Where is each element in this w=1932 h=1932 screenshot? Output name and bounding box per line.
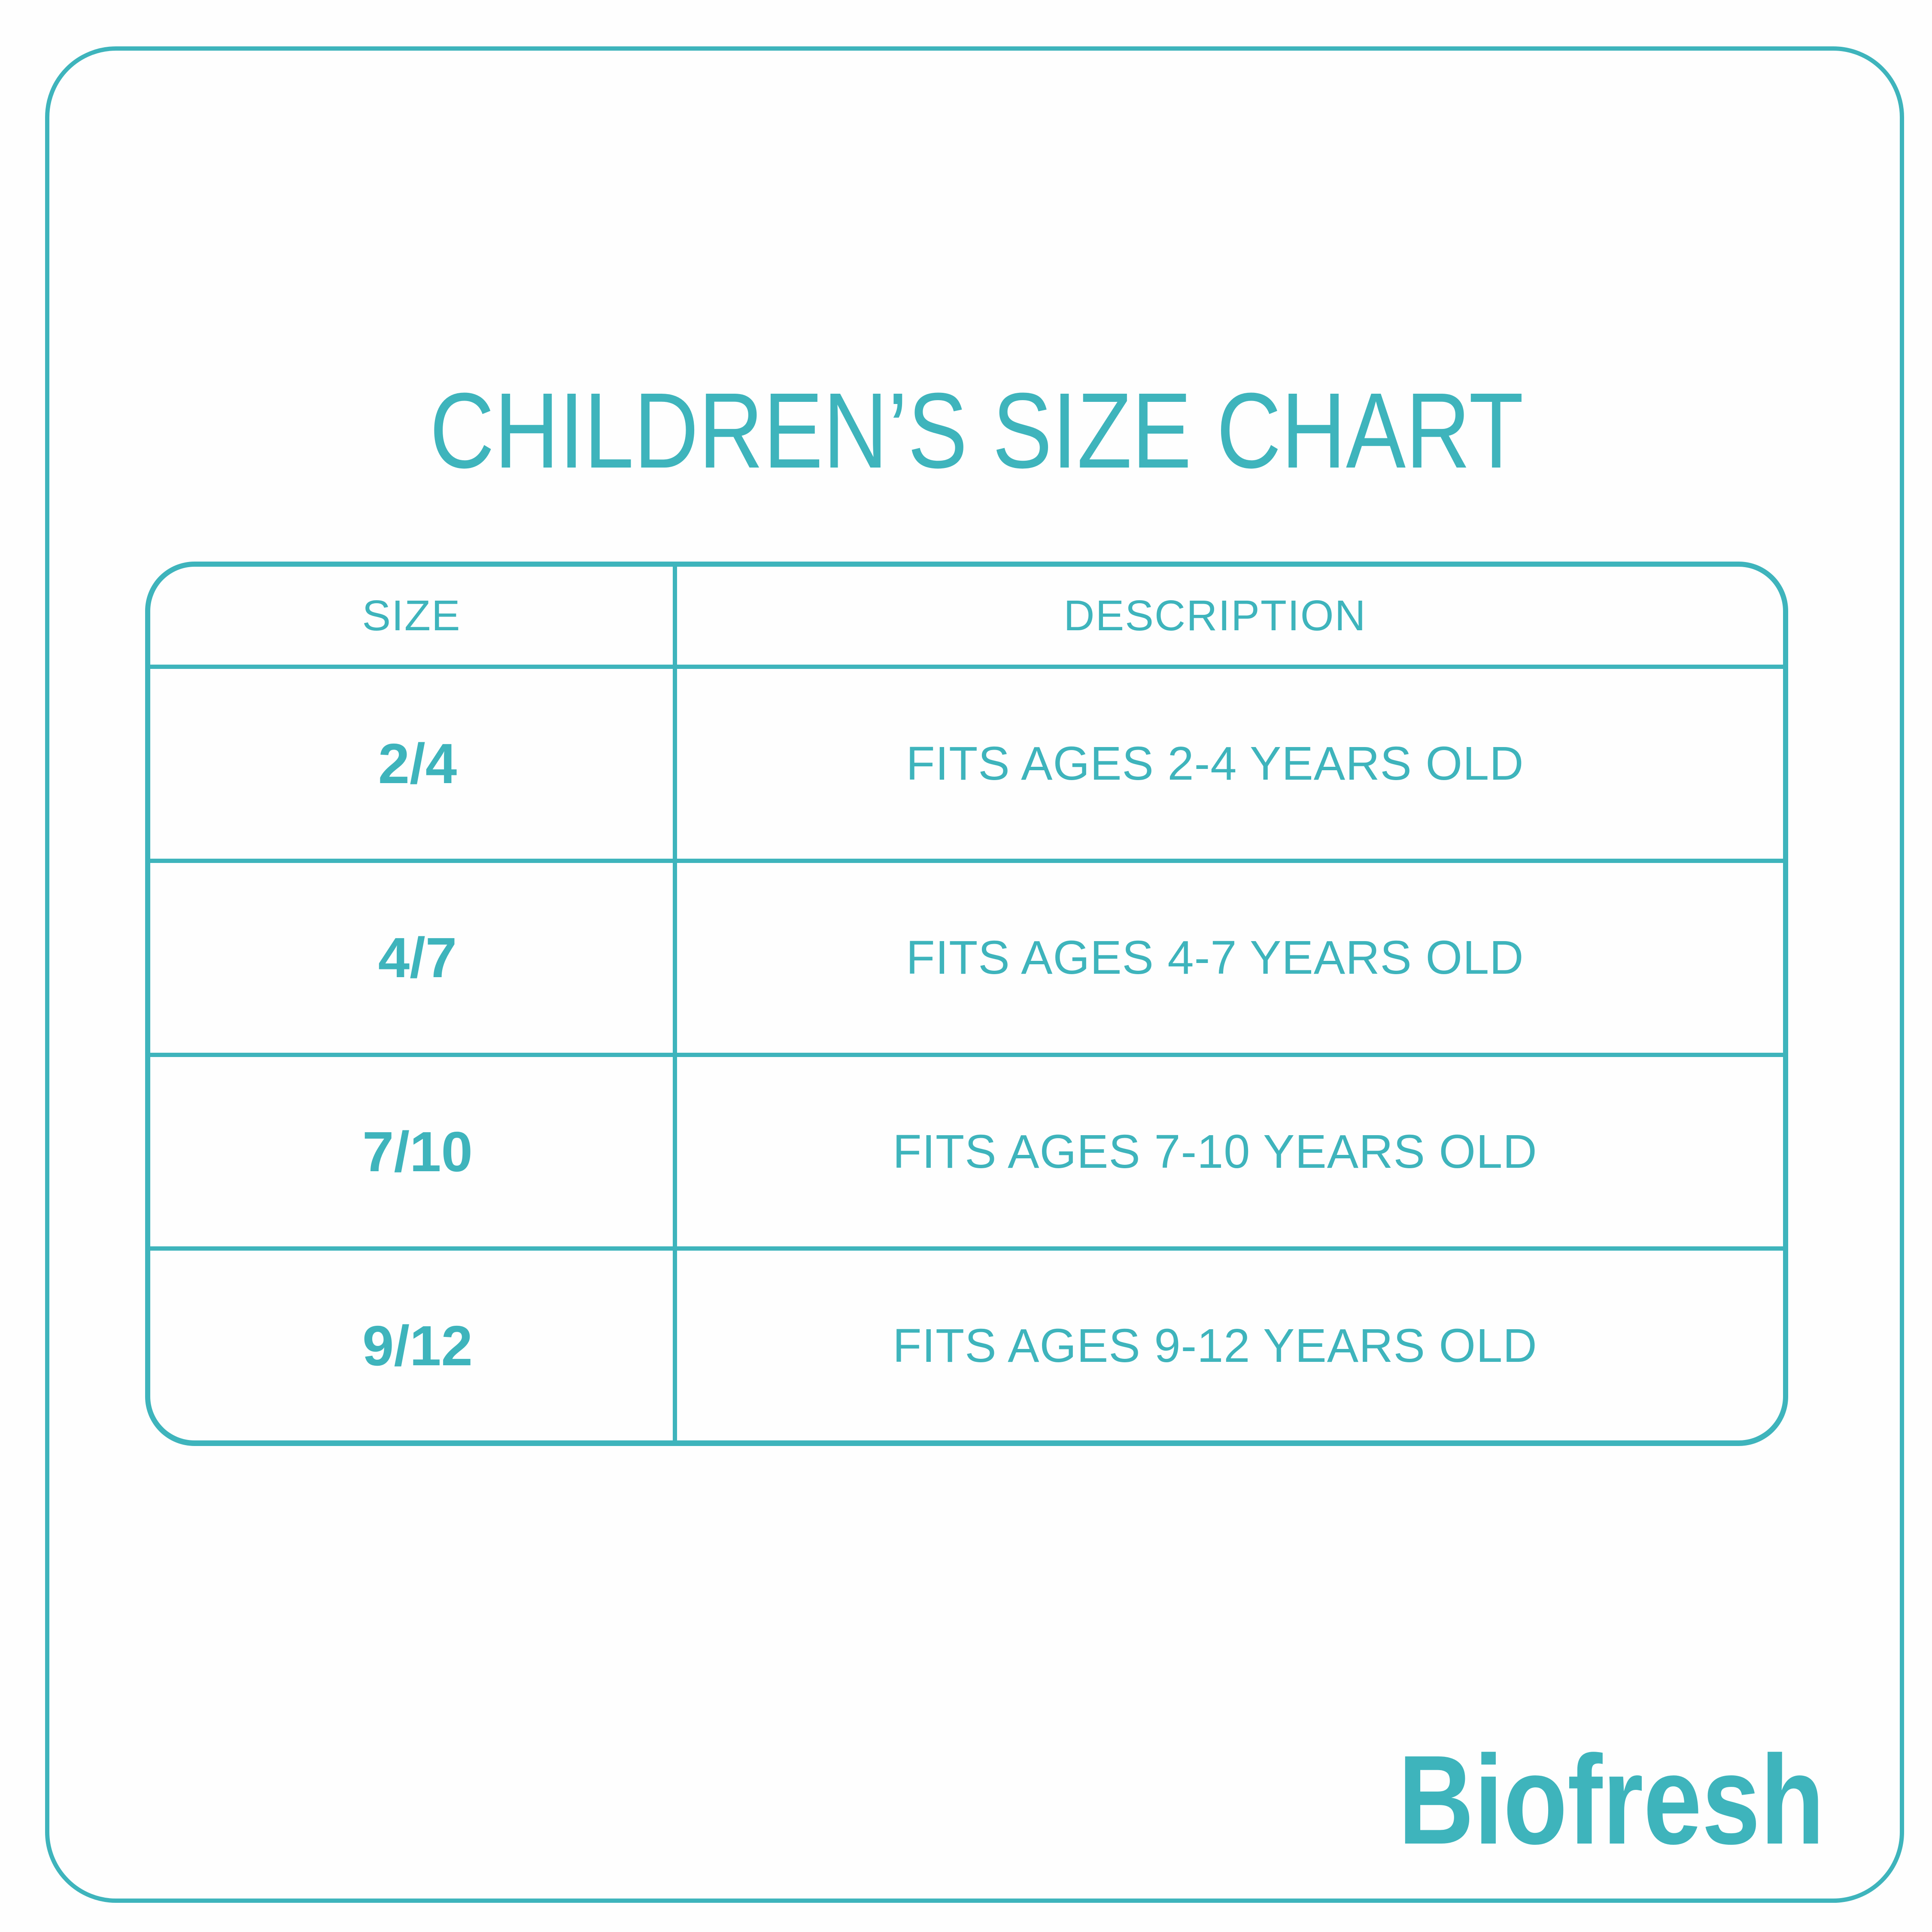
title-wrap: CHILDREN’S SIZE CHART	[21, 377, 1932, 484]
description-cell: FITS AGES 2-4 YEARS OLD	[906, 737, 1524, 790]
size-cell: 4/7	[378, 926, 457, 990]
column-header-size: SIZE	[362, 591, 461, 640]
column-header-description: DESCRIPTION	[1063, 591, 1367, 640]
column-divider	[673, 567, 677, 1440]
size-cell: 9/12	[362, 1314, 473, 1377]
size-table: SIZE DESCRIPTION 2/4 FITS AGES 2-4 YEARS…	[145, 562, 1788, 1446]
page-title: CHILDREN’S SIZE CHART	[430, 371, 1524, 490]
table-row: 9/12 FITS AGES 9-12 YEARS OLD	[150, 1246, 1783, 1440]
size-cell: 2/4	[378, 732, 457, 796]
table-row: 7/10 FITS AGES 7-10 YEARS OLD	[150, 1052, 1783, 1247]
brand-logo: Biofresh	[1398, 1729, 1825, 1871]
table-row: 2/4 FITS AGES 2-4 YEARS OLD	[150, 669, 1783, 859]
description-cell: FITS AGES 4-7 YEARS OLD	[906, 931, 1524, 984]
description-cell: FITS AGES 9-12 YEARS OLD	[893, 1319, 1537, 1372]
page-border	[45, 46, 1904, 1903]
table-row: 4/7 FITS AGES 4-7 YEARS OLD	[150, 858, 1783, 1053]
description-cell: FITS AGES 7-10 YEARS OLD	[893, 1125, 1537, 1178]
size-cell: 7/10	[362, 1120, 473, 1183]
table-header-row: SIZE DESCRIPTION	[150, 567, 1783, 669]
